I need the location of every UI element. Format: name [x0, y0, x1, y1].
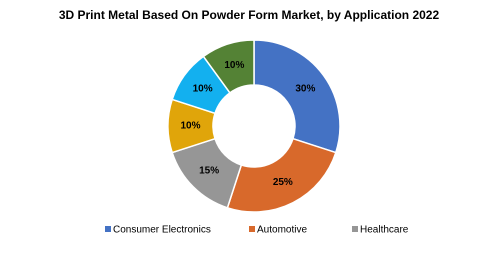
legend-label: Consumer Electronics	[113, 225, 211, 236]
value-label: 30%	[295, 83, 315, 94]
legend-swatch	[352, 226, 358, 232]
value-label: 25%	[273, 177, 293, 188]
legend-label: Automotive	[257, 225, 307, 236]
value-label: 10%	[193, 83, 213, 94]
donut-segment	[202, 39, 255, 94]
chart-title: 3D Print Metal Based On Powder Form Mark…	[59, 8, 440, 22]
donut-segment	[226, 137, 337, 213]
legend-swatch	[105, 226, 111, 232]
value-label: 15%	[199, 166, 219, 177]
value-label: 10%	[180, 121, 200, 132]
value-label: 10%	[224, 60, 244, 71]
legend-label: Healthcare	[360, 225, 409, 236]
legend-swatch	[249, 226, 255, 232]
donut-segment	[253, 39, 341, 154]
